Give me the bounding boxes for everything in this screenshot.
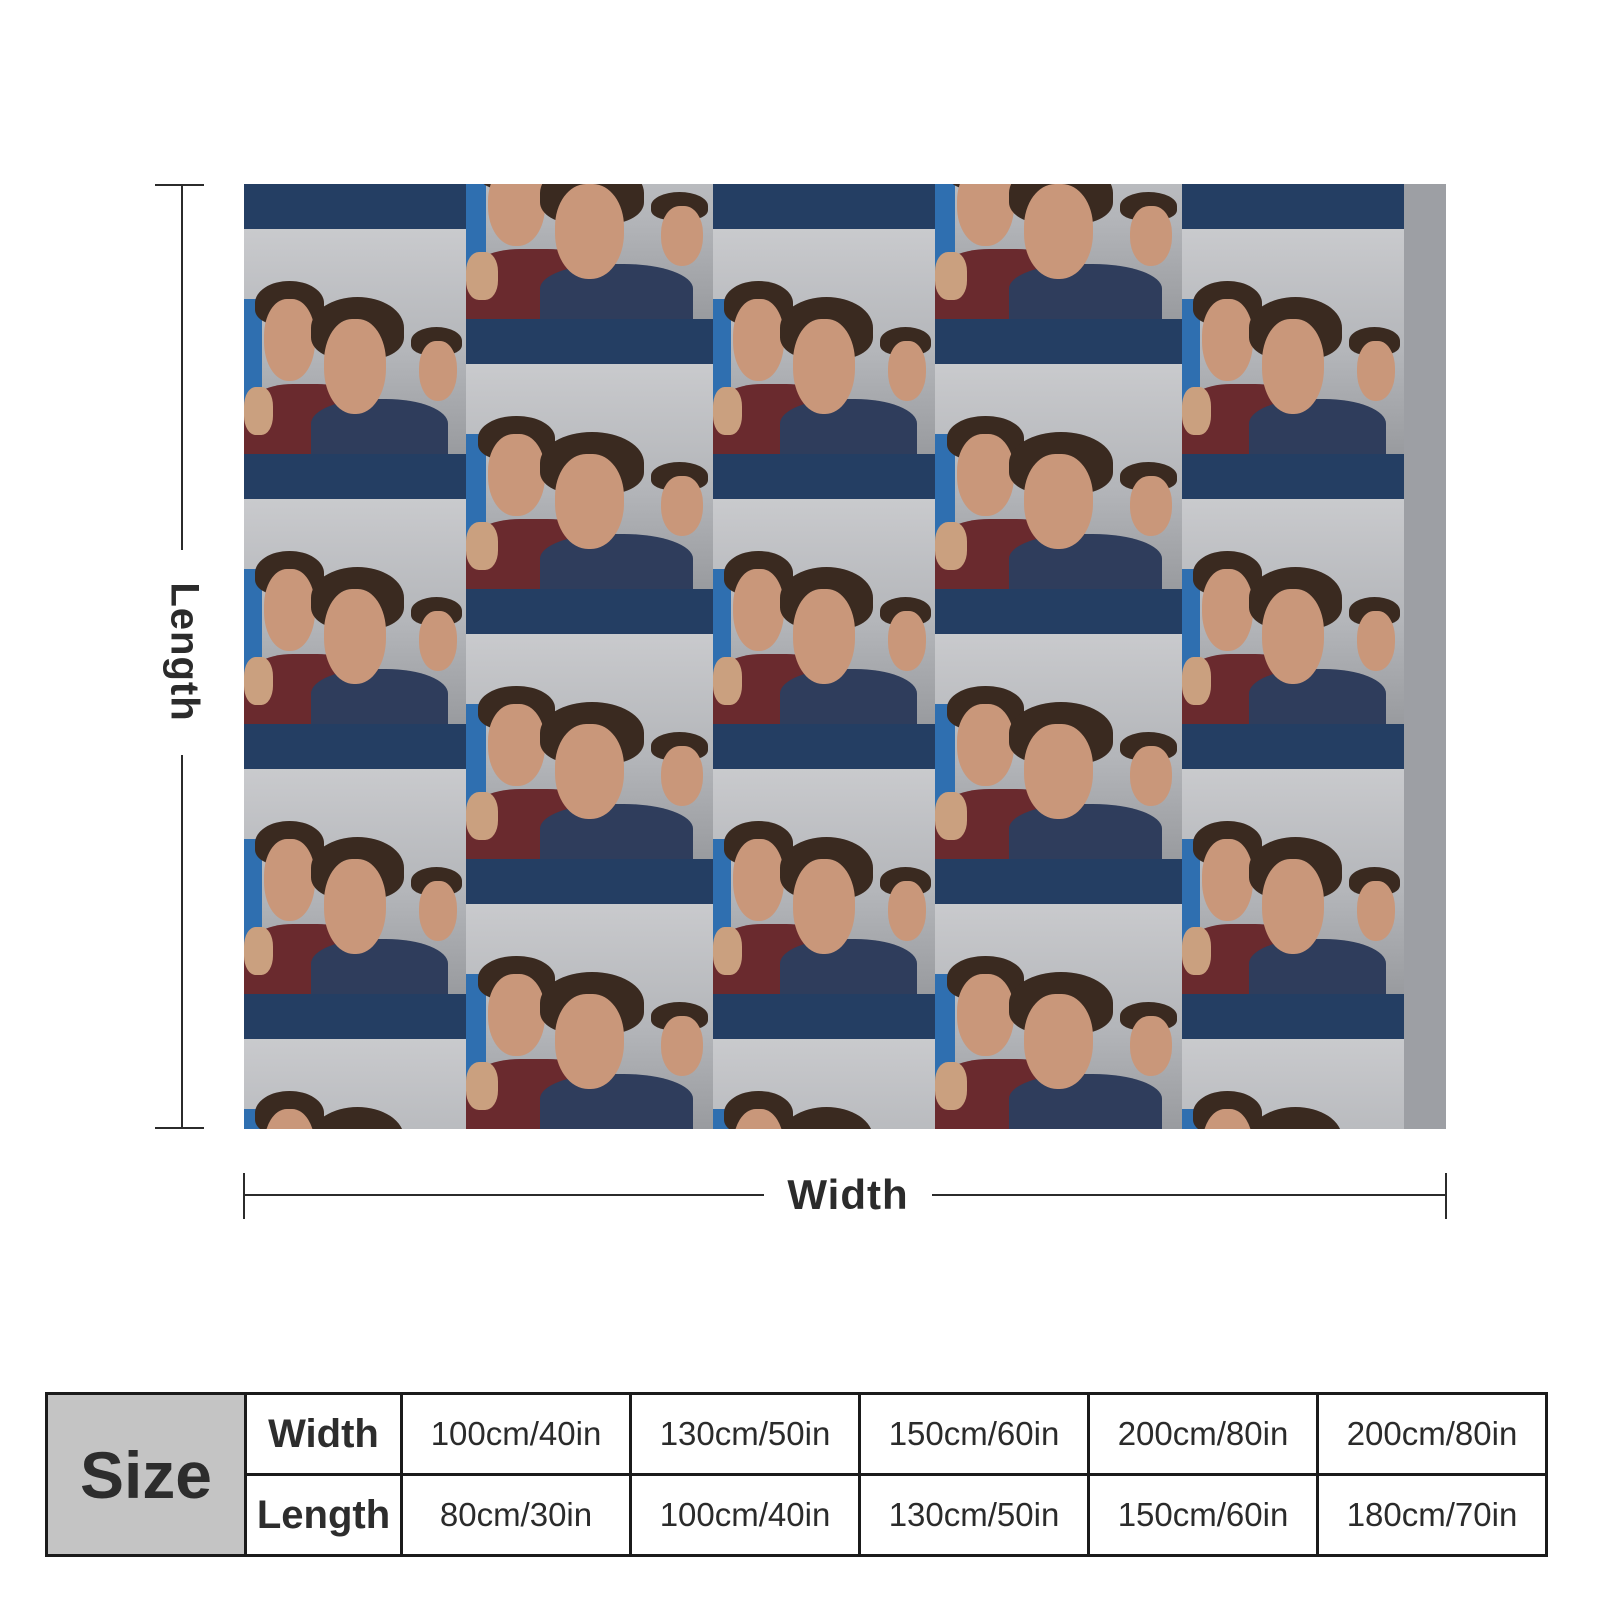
photo-tile bbox=[466, 634, 713, 904]
length-value: 130cm/50in bbox=[858, 1473, 1090, 1557]
row-label-length: Length bbox=[244, 1473, 403, 1557]
length-value: 80cm/30in bbox=[400, 1473, 632, 1557]
row-label-width: Width bbox=[244, 1392, 403, 1476]
width-value: 150cm/60in bbox=[858, 1392, 1090, 1476]
photo-tile bbox=[935, 634, 1182, 904]
dimension-diagram: Length Width bbox=[155, 184, 1447, 1219]
photo-tile bbox=[244, 499, 466, 769]
width-value: 200cm/80in bbox=[1316, 1392, 1548, 1476]
length-value: 180cm/70in bbox=[1316, 1473, 1548, 1557]
photo-tile bbox=[1182, 184, 1404, 229]
size-header: Size bbox=[45, 1392, 247, 1557]
width-line-right bbox=[932, 1194, 1446, 1196]
photo-tile bbox=[244, 229, 466, 499]
photo-tile bbox=[1182, 499, 1404, 769]
width-label: Width bbox=[787, 1171, 909, 1218]
length-top-cap bbox=[155, 184, 204, 186]
length-label: Length bbox=[162, 582, 207, 722]
photo-tile bbox=[1182, 769, 1404, 1039]
photo-tile bbox=[244, 184, 466, 229]
width-line-left bbox=[244, 1194, 764, 1196]
width-right-cap bbox=[1445, 1173, 1447, 1219]
print-column bbox=[935, 184, 1182, 1129]
photo-tile bbox=[713, 1039, 935, 1129]
width-value: 100cm/40in bbox=[400, 1392, 632, 1476]
photo-tile bbox=[935, 904, 1182, 1129]
photo-tile bbox=[466, 184, 713, 364]
photo-tile bbox=[935, 184, 1182, 364]
width-left-cap bbox=[243, 1173, 245, 1219]
size-row-length: Length 80cm/30in 100cm/40in 130cm/50in 1… bbox=[47, 1473, 1548, 1557]
print-column bbox=[713, 184, 935, 1129]
photo-tile bbox=[244, 1039, 466, 1129]
blanket-print-image bbox=[244, 184, 1446, 1129]
photo-tile bbox=[1182, 229, 1404, 499]
photo-tile bbox=[935, 364, 1182, 634]
photo-tile bbox=[244, 769, 466, 1039]
width-value: 130cm/50in bbox=[629, 1392, 861, 1476]
photo-tile bbox=[466, 364, 713, 634]
size-row-width: Size Width 100cm/40in 130cm/50in 150cm/6… bbox=[45, 1392, 1548, 1557]
print-column bbox=[466, 184, 713, 1129]
photo-tile bbox=[713, 184, 935, 229]
photo-tile bbox=[1182, 1039, 1404, 1129]
length-line-bottom bbox=[181, 755, 183, 1128]
length-bottom-cap bbox=[155, 1127, 204, 1129]
length-line-top bbox=[181, 185, 183, 550]
length-value: 100cm/40in bbox=[629, 1473, 861, 1557]
photo-tile bbox=[713, 229, 935, 499]
width-value: 200cm/80in bbox=[1087, 1392, 1319, 1476]
print-column bbox=[244, 184, 466, 1129]
length-value: 150cm/60in bbox=[1087, 1473, 1319, 1557]
size-chart-table: Size Width 100cm/40in 130cm/50in 150cm/6… bbox=[45, 1392, 1548, 1557]
print-column bbox=[1182, 184, 1404, 1129]
photo-tile bbox=[466, 904, 713, 1129]
photo-tile bbox=[713, 499, 935, 769]
photo-tile bbox=[713, 769, 935, 1039]
